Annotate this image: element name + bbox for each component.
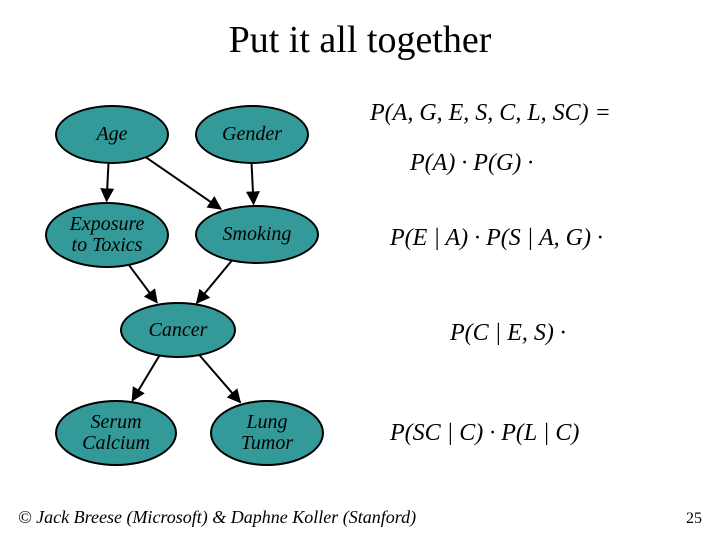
edge-age-smoke: [143, 155, 221, 208]
slide: Put it all together P(A, G, E, S, C, L, …: [0, 0, 720, 540]
node-cancer: Cancer: [120, 302, 236, 358]
footer-credit: © Jack Breese (Microsoft) & Daphne Kolle…: [18, 507, 416, 528]
node-serum: SerumCalcium: [55, 400, 177, 466]
edge-smoke-cancer: [197, 259, 233, 303]
node-gender: Gender: [195, 105, 309, 164]
node-exp: Exposureto Toxics: [45, 202, 169, 268]
edge-age-exp: [107, 161, 109, 201]
node-lung: LungTumor: [210, 400, 324, 466]
page-number: 25: [686, 510, 702, 528]
edge-cancer-lung: [198, 353, 241, 402]
edge-exp-cancer: [127, 263, 157, 303]
edge-gender-smoke: [251, 161, 253, 204]
node-age: Age: [55, 105, 169, 164]
edge-cancer-serum: [132, 354, 160, 401]
node-smoke: Smoking: [195, 205, 319, 264]
